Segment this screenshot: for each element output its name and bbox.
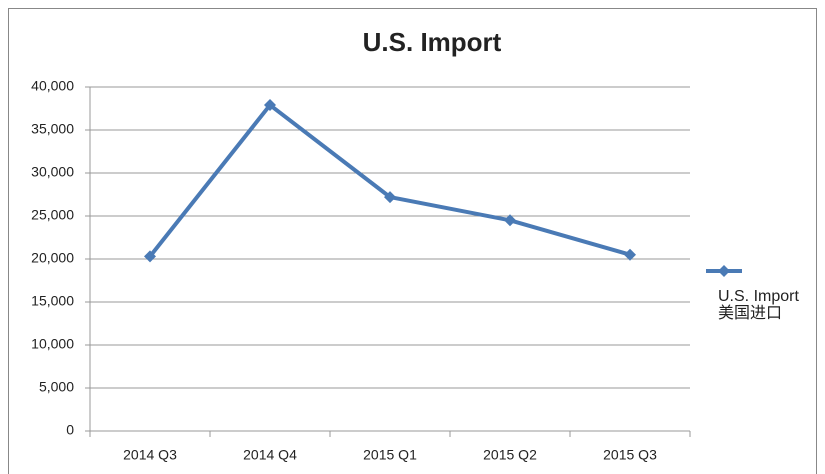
y-tick-label: 30,000 [31,164,74,180]
y-tick-label: 0 [66,422,74,438]
y-tick-label: 25,000 [31,207,74,223]
legend-label: U.S. Import 美国进口 [718,288,799,322]
x-tick-label: 2015 Q1 [363,447,417,463]
x-tick-label: 2014 Q3 [123,447,177,463]
point-marker [624,248,636,261]
point-marker [144,250,156,263]
point-marker [384,191,396,204]
point-marker [264,99,276,112]
x-tick-label: 2015 Q3 [603,447,657,463]
y-tick-label: 15,000 [31,293,74,309]
chart-border [8,8,817,474]
x-tick-label: 2015 Q2 [483,447,537,463]
y-tick-label: 10,000 [31,336,74,352]
y-tick-label: 20,000 [31,250,74,266]
chart-title: U.S. Import [363,27,502,57]
legend-marker [718,265,730,277]
y-tick-label: 40,000 [31,78,74,94]
y-tick-label: 5,000 [39,379,74,395]
point-marker [504,214,516,227]
x-tick-label: 2014 Q4 [243,447,297,463]
y-tick-label: 35,000 [31,121,74,137]
